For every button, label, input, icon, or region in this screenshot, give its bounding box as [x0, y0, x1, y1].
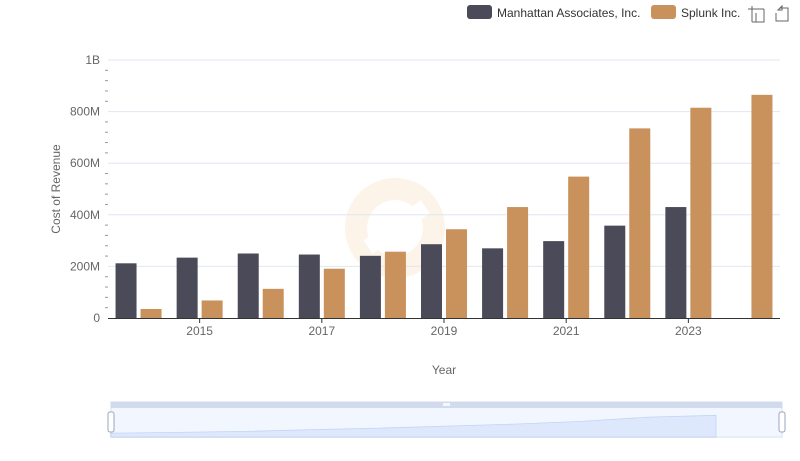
- slider-handle-right[interactable]: [778, 411, 786, 433]
- data-zoom-slider[interactable]: [107, 401, 786, 438]
- x-axis-ticks: 2015 2017 2019 2021 2023: [186, 318, 702, 338]
- y-tick-label: 800M: [70, 105, 100, 119]
- x-tick-label: 2015: [186, 324, 213, 338]
- bar-manhattan-2023[interactable]: [665, 207, 687, 318]
- legend[interactable]: Manhattan Associates, Inc. Splunk Inc.: [467, 5, 740, 20]
- bar-splunk-2024[interactable]: [751, 94, 773, 318]
- legend-label-manhattan: Manhattan Associates, Inc.: [497, 6, 640, 20]
- slider-grip[interactable]: [443, 403, 450, 406]
- legend-swatch-splunk: [651, 5, 676, 19]
- bar-manhattan-2019[interactable]: [421, 244, 442, 318]
- slider-selection[interactable]: [111, 408, 782, 437]
- x-axis-title: Year: [432, 363, 456, 377]
- y-axis-ticks: 0 200M 400M 600M 800M 1B: [70, 53, 100, 325]
- legend-item-manhattan[interactable]: Manhattan Associates, Inc.: [467, 5, 640, 20]
- bar-splunk-2023[interactable]: [690, 107, 712, 318]
- y-minor-ticks: [105, 69, 108, 309]
- bar-splunk-2017[interactable]: [323, 268, 345, 318]
- legend-item-splunk[interactable]: Splunk Inc.: [651, 5, 740, 20]
- y-axis-title: Cost of Revenue: [49, 144, 63, 234]
- bar-splunk-2019[interactable]: [446, 229, 467, 318]
- bar-manhattan-2014[interactable]: [115, 263, 137, 318]
- y-tick-label: 1B: [85, 53, 100, 67]
- x-tick-label: 2019: [431, 324, 458, 338]
- x-tick-label: 2021: [553, 324, 580, 338]
- x-tick-label: 2017: [308, 324, 335, 338]
- legend-label-splunk: Splunk Inc.: [681, 6, 740, 20]
- restore-icon[interactable]: [775, 4, 789, 22]
- bar-splunk-2021[interactable]: [568, 176, 590, 318]
- bar-splunk-2014[interactable]: [140, 308, 162, 318]
- bar-manhattan-2021[interactable]: [543, 241, 565, 318]
- bar-manhattan-2016[interactable]: [237, 253, 259, 319]
- y-tick-label: 200M: [70, 259, 100, 273]
- bar-manhattan-2022[interactable]: [604, 225, 626, 318]
- legend-swatch-manhattan: [467, 5, 492, 19]
- y-tick-label: 600M: [70, 156, 100, 170]
- bar-manhattan-2018[interactable]: [359, 255, 381, 318]
- bar-splunk-2015[interactable]: [201, 300, 223, 318]
- bar-manhattan-2020[interactable]: [482, 248, 504, 318]
- zoom-select-icon[interactable]: [748, 6, 765, 23]
- bar-splunk-2020[interactable]: [507, 207, 529, 318]
- watermark-logo: [345, 178, 445, 278]
- bar-manhattan-2017[interactable]: [298, 254, 320, 318]
- bar-splunk-2018[interactable]: [384, 251, 406, 318]
- y-tick-label: 0: [93, 311, 100, 325]
- bar-splunk-2022[interactable]: [629, 128, 651, 318]
- bar-splunk-2016[interactable]: [262, 288, 284, 318]
- slider-handle-left[interactable]: [107, 411, 115, 433]
- bar-manhattan-2015[interactable]: [176, 257, 198, 318]
- x-tick-label: 2023: [675, 324, 702, 338]
- y-tick-label: 400M: [70, 208, 100, 222]
- bars: [115, 94, 773, 319]
